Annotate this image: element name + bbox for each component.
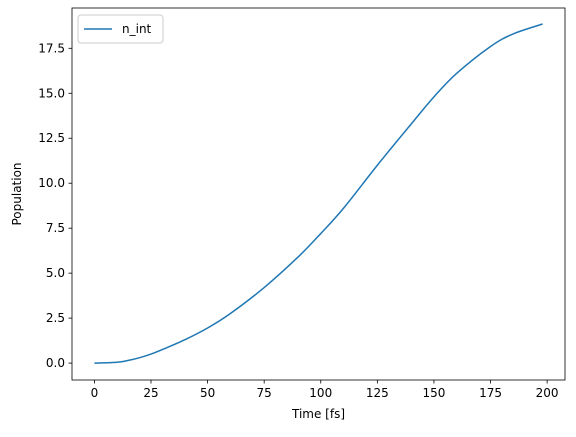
x-tick-label: 150 [422, 386, 445, 400]
y-tick-label: 2.5 [46, 311, 65, 325]
y-tick-label: 5.0 [46, 266, 65, 280]
y-tick-label: 12.5 [38, 131, 65, 145]
x-tick-label: 175 [479, 386, 502, 400]
y-axis-label: Population [10, 162, 24, 225]
x-tick-label: 25 [143, 386, 158, 400]
y-tick-label: 17.5 [38, 41, 65, 55]
x-tick-label: 100 [309, 386, 332, 400]
x-tick-label: 50 [200, 386, 215, 400]
x-tick-label: 125 [366, 386, 389, 400]
legend-box [77, 14, 164, 44]
y-tick-label: 0.0 [46, 356, 65, 370]
y-tick-label: 10.0 [38, 176, 65, 190]
legend-label-n_int: n_int [122, 22, 152, 36]
y-tick-label: 7.5 [46, 221, 65, 235]
legend: n_int [77, 14, 164, 44]
axis-ticks: 0 25 50 75 100 125 150 175 200 0.0 2.5 5.0 7.5 10.0 12… [38, 7, 566, 400]
series-line-n_int [94, 23, 543, 364]
x-tick-label: 200 [536, 386, 559, 400]
x-tick-label: 0 [91, 386, 99, 400]
plot-area [94, 23, 543, 364]
x-tick-label: 75 [257, 386, 272, 400]
x-axis-label: Time [fs] [291, 407, 345, 421]
y-tick-label: 15.0 [38, 86, 65, 100]
axes-frame [71, 7, 566, 381]
